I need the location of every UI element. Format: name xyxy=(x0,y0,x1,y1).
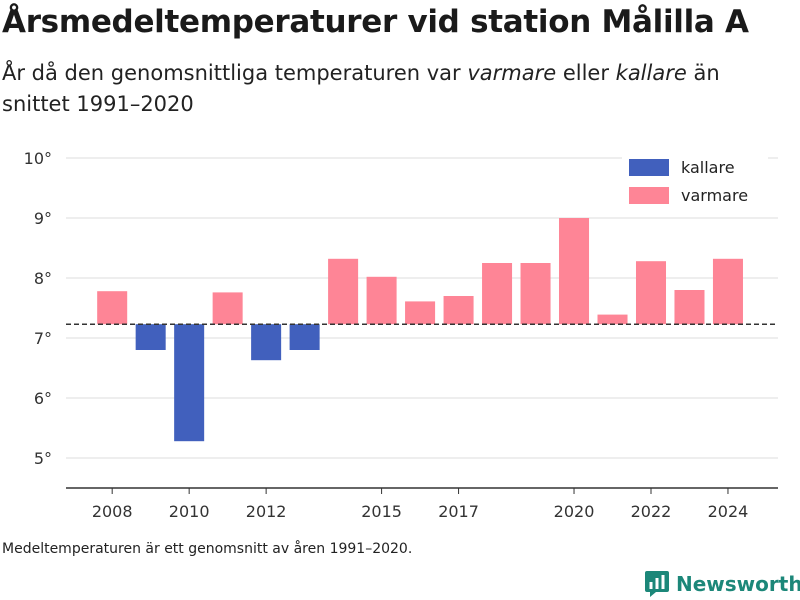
bar-warmer-2016 xyxy=(405,301,436,325)
legend-swatch-colder xyxy=(629,159,669,176)
bar-warmer-2024 xyxy=(712,258,743,325)
legend-label-warmer: varmare xyxy=(681,186,748,205)
bar-warmer-2014 xyxy=(328,258,359,325)
bar-warmer-2022 xyxy=(635,261,667,325)
y-tick-label: 10° xyxy=(24,149,52,168)
bar-warmer-2019 xyxy=(520,263,551,325)
bar-warmer-2021 xyxy=(597,314,628,325)
x-tick-label: 2008 xyxy=(92,502,133,521)
chart-title: Årsmedeltemperaturer vid station Målilla… xyxy=(2,4,749,40)
legend-label-colder: kallare xyxy=(681,158,735,177)
bar-warmer-2018 xyxy=(482,263,513,325)
bar-colder-2010 xyxy=(174,324,205,442)
x-tick-label: 2022 xyxy=(631,502,672,521)
chart-subtitle: År då den genomsnittliga temperaturen va… xyxy=(2,58,782,120)
bar-warmer-2011 xyxy=(212,292,243,325)
x-tick-label: 2017 xyxy=(438,502,479,521)
bar-warmer-2023 xyxy=(674,290,705,325)
newsworthy-logo-icon xyxy=(645,571,669,597)
subtitle-text-3: än snittet 1991–2020 xyxy=(2,61,720,116)
legend-swatch-warmer xyxy=(629,187,669,204)
x-tick-label: 2010 xyxy=(169,502,210,521)
y-tick-label: 6° xyxy=(34,389,52,408)
bar-warmer-2008 xyxy=(97,291,128,325)
x-tick-label: 2024 xyxy=(708,502,749,521)
subtitle-text-1: År då den genomsnittliga temperaturen va… xyxy=(2,61,468,85)
brand: Newsworthy xyxy=(644,569,800,599)
y-tick-label: 8° xyxy=(34,269,52,288)
bar-chart: 5° 6° 7° 8° 9° 10° 2008 2010 2012 2015 2017 2020 202… xyxy=(24,149,778,521)
y-tick-label: 7° xyxy=(34,329,52,348)
footnote: Medeltemperaturen är ett genomsnitt av å… xyxy=(2,541,413,557)
brand-name: Newsworthy xyxy=(676,572,800,596)
x-tick-label: 2015 xyxy=(361,502,402,521)
bar-colder-2012 xyxy=(251,324,282,361)
x-tick-label: 2020 xyxy=(554,502,595,521)
subtitle-warmer-word: varmare xyxy=(467,61,557,85)
subtitle-text-2: eller xyxy=(556,61,616,85)
bar-colder-2013 xyxy=(289,324,320,350)
x-tick-label: 2012 xyxy=(246,502,287,521)
y-tick-label: 9° xyxy=(34,209,52,228)
y-tick-label: 5° xyxy=(34,449,52,468)
bar-warmer-2017 xyxy=(443,296,474,325)
bar-warmer-2020 xyxy=(559,218,590,325)
bar-colder-2009 xyxy=(135,324,166,350)
bar-warmer-2015 xyxy=(366,276,397,325)
subtitle-colder-word: kallare xyxy=(615,61,687,85)
